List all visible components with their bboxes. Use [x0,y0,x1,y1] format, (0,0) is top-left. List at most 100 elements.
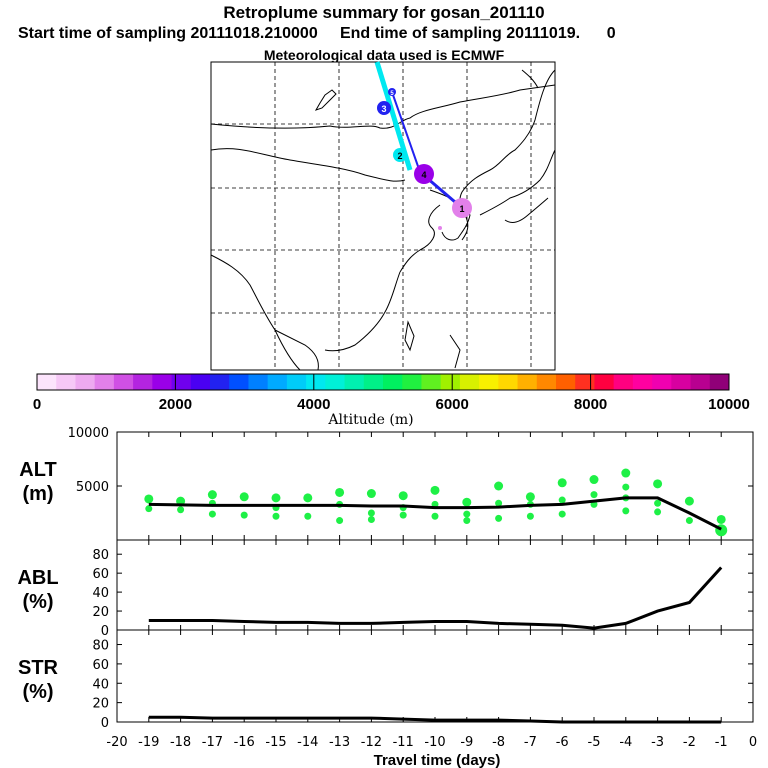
plume-dot [590,475,599,484]
x-tick-label: -8 [492,735,505,750]
x-tick-label: -11 [393,735,414,750]
x-tick-label: -6 [556,735,569,750]
plume-dot [145,505,152,512]
plume-dot [463,511,470,518]
marker-label-1: 1 [459,204,464,214]
colorbar-cell [383,374,403,390]
x-tick-label: -17 [202,735,223,750]
abl-frame [117,540,753,630]
colorbar-cell [479,374,499,390]
plume-dot [304,513,311,520]
str-y-label: (%) [22,681,53,703]
colorbar-tick-label: 6000 [436,396,469,413]
colorbar-cell [268,374,288,390]
alt-y-label: (m) [22,483,53,505]
colorbar-cell [421,374,441,390]
plume-dot [177,506,184,513]
x-axis-label: Travel time (days) [374,752,501,768]
abl-y-tick-label: 20 [92,605,109,620]
plume-dot [622,484,629,491]
colorbar-cells [37,374,730,390]
abl-y-label: (%) [22,591,53,613]
colorbar-tick-label: 2000 [159,396,192,413]
colorbar-cell [37,374,57,390]
str-y-tick-label: 0 [101,716,109,731]
plume-dot [367,489,376,498]
str-frame [117,630,753,722]
plume-dot [144,494,153,503]
plume-dot [686,517,693,524]
plume-fragment [438,226,442,230]
colorbar-cell [498,374,518,390]
colorbar-cell [114,374,134,390]
plume-dot [494,482,503,491]
plume-dot [336,517,343,524]
colorbar-cell [306,374,326,390]
x-tick-label: -20 [106,735,127,750]
abl-y-tick-label: 80 [92,548,109,563]
alt-panel: 10000 5000 ALT(m) [19,426,753,540]
x-tick-label: -18 [170,735,191,750]
str-y-tick-label: 20 [92,697,109,712]
plume-dot [209,511,216,518]
x-tick-label: 0 [749,735,757,750]
colorbar-cell [518,374,538,390]
plume-dot [400,512,407,519]
colorbar-cell [345,374,365,390]
abl-series-line [149,568,721,629]
x-tick-label: -4 [619,735,632,750]
colorbar-cell [287,374,307,390]
marker-label-3: 3 [381,104,386,114]
plume-dot [432,513,439,520]
x-tick-label: -2 [683,735,696,750]
x-tick-label: -5 [588,735,601,750]
plume-dot [559,497,566,504]
colorbar-cell [364,374,384,390]
plume-dot [368,516,375,523]
plume-dot [591,491,598,498]
alt-y-label: ALT [19,459,56,481]
plume-dot [622,507,629,514]
plume-dot [654,500,661,507]
x-tick-label: -10 [424,735,445,750]
colorbar-tick-label: 0 [33,396,41,413]
x-tick-label: -7 [524,735,537,750]
colorbar-cell [575,374,595,390]
retroplume-figure: 1 2 3 4 5 0 2000 4000 6000 8000 10000 Altitud… [0,0,768,768]
colorbar-cell [633,374,653,390]
abl-y-label: ABL [17,567,58,589]
marker-label-2: 2 [397,151,402,161]
str-y-tick-label: 40 [92,677,109,692]
colorbar-cell [191,374,211,390]
plume-dot [559,511,566,518]
colorbar-cell [460,374,480,390]
plume-dot [399,491,408,500]
colorbar-cell [614,374,634,390]
str-panel: 80 60 40 20 0 STR(%) [18,630,753,731]
colorbar-cell [172,374,192,390]
plume-dot [462,498,471,507]
str-y-tick-label: 60 [92,658,109,673]
plume-dot [368,510,375,517]
colorbar-cell [441,374,461,390]
plume-dot [303,493,312,502]
colorbar-cell [652,374,672,390]
x-tick-label: -19 [138,735,159,750]
x-tick-label: -14 [297,735,318,750]
plume-dot [653,479,662,488]
plume-dot [335,488,344,497]
map-panel: 1 2 3 4 5 [211,62,555,370]
colorbar-title: Altitude (m) [327,412,413,428]
plume-dot [272,493,281,502]
plume-dot [241,512,248,519]
alt-y-tick-label: 10000 [68,426,109,441]
colorbar-cell [75,374,95,390]
colorbar-cell [691,374,711,390]
colorbar-cell [556,374,576,390]
x-tick-label: -3 [651,735,664,750]
plume-dot [463,517,470,524]
abl-y-tick-label: 40 [92,586,109,601]
plume-dot [240,492,249,501]
plume-dot [527,513,534,520]
str-y-tick-label: 80 [92,639,109,654]
